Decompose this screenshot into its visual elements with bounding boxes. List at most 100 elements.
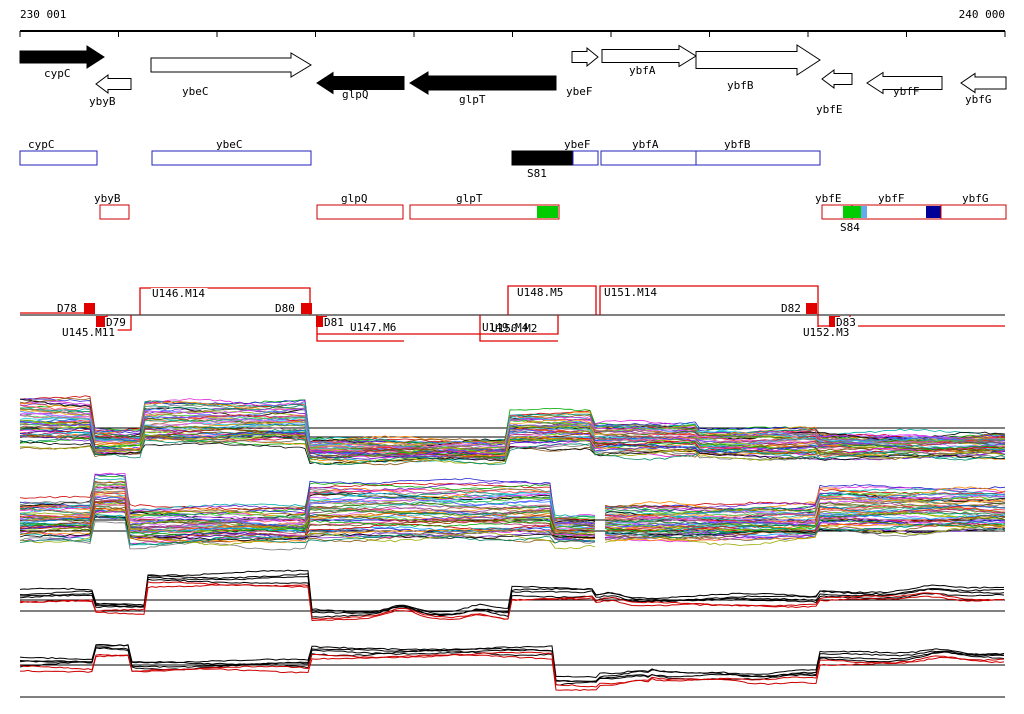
transcript-label-ybfF: ybfF: [878, 192, 905, 205]
condition-line: [19, 651, 1005, 688]
transcript-box-ybfA: [600, 150, 697, 166]
segment-label-D78: D78: [57, 302, 77, 315]
transcript-sublabel-S84: S84: [840, 221, 860, 234]
transcript-segment: [926, 206, 941, 218]
segment-label-D83: D83: [836, 316, 856, 329]
segment-label-bg: [151, 288, 208, 299]
gene-arrow-ybfB: [695, 44, 821, 76]
shift-marker-D80: [301, 303, 312, 314]
expression-profiles-band-2: [19, 472, 1006, 551]
condition-profiles-band-1: [19, 569, 1005, 622]
segment-label-bg: [835, 317, 859, 328]
transcript-box-glpQ: [316, 204, 404, 220]
shift-marker-D79: [96, 316, 107, 327]
region-start-label: 230 001: [20, 8, 66, 21]
segment-label-bg: [802, 327, 852, 338]
transcript-label-ybfB: ybfB: [724, 138, 751, 151]
gene-label-glpT: glpT: [459, 93, 486, 106]
transcript-segment: [861, 206, 867, 218]
condition-line: [19, 584, 1005, 622]
profile-line: [19, 414, 1006, 448]
transcript-label-ybeC: ybeC: [216, 138, 243, 151]
shift-marker-D81: [316, 316, 327, 327]
segment-path: [139, 287, 311, 315]
transcript-box-ybeF: [572, 150, 599, 166]
gene-arrow-ybfF: [866, 71, 943, 95]
gene-label-ybyB: ybyB: [89, 95, 116, 108]
condition-line: [19, 575, 1005, 617]
transcript-box-cypC: [19, 150, 98, 166]
condition-line: [19, 573, 1005, 616]
transcript-label-ybyB: ybyB: [94, 192, 121, 205]
segment-path: [316, 334, 404, 342]
condition-profile-tracks: [19, 569, 1005, 698]
condition-line: [19, 646, 1005, 683]
gene-label-ybfF: ybfF: [893, 85, 920, 98]
profile-line: [19, 514, 1006, 546]
transcript-box-ybyB: [99, 204, 130, 220]
gene-arrow-cypC: [19, 45, 105, 69]
profile-line: [19, 481, 1006, 527]
profile-line: [19, 440, 1006, 465]
segment-label-U152.M3: U152.M3: [803, 326, 849, 339]
gene-arrow-ybfA: [601, 44, 697, 68]
segment-label-U148.M5: U148.M5: [517, 286, 563, 299]
segment-label-U150.M2: U150.M2: [491, 322, 537, 335]
profile-line: [19, 417, 1006, 457]
gene-arrow-ybfE: [821, 69, 853, 89]
transcript-label-glpQ: glpQ: [341, 192, 368, 205]
segment-label-bg: [105, 317, 129, 328]
profile-line: [19, 417, 1006, 455]
gene-label-ybeF: ybeF: [566, 85, 593, 98]
profile-line: [20, 432, 1006, 465]
transcript-box-glpT: [409, 204, 560, 220]
transcript-box-ybfB: [695, 150, 821, 166]
transcript-box-ybeC: [151, 150, 312, 166]
segment-label-U151.M14: U151.M14: [604, 286, 657, 299]
condition-line: [19, 644, 1005, 683]
segment-label-D80: D80: [275, 302, 295, 315]
segment-label-D79: D79: [106, 316, 126, 329]
expression-profile-tracks: [19, 395, 1006, 551]
transcript-label-glpT: glpT: [456, 192, 483, 205]
segment-path: [599, 285, 819, 315]
gene-arrow-ybyB: [95, 74, 132, 94]
profile-line: [19, 501, 1006, 535]
gene-label-cypC: cypC: [44, 67, 71, 80]
profile-line: [19, 415, 1006, 451]
transcript-label-ybeF: ybeF: [564, 138, 591, 151]
transcript-segment: [843, 206, 861, 218]
transcript-segment: [537, 206, 558, 218]
profile-line: [19, 404, 1006, 450]
condition-profiles-band-2: [19, 643, 1005, 698]
gene-label-ybfA: ybfA: [629, 64, 656, 77]
segment-label-D82: D82: [781, 302, 801, 315]
gene-arrow-ybfG: [960, 72, 1007, 94]
profile-line: [19, 423, 1006, 454]
gene-label-ybfE: ybfE: [816, 103, 843, 116]
gene-arrow-glpQ: [316, 71, 405, 95]
segment-label-bg: [516, 287, 566, 298]
profile-line: [19, 513, 1006, 546]
segment-path: [507, 285, 597, 315]
condition-line: [19, 578, 1005, 618]
transcript-track: cypC ybeC S81 ybeF ybfA ybfB ybyB glpQ glpT ybfE y…: [19, 138, 1007, 234]
gene-track: cypC ybyB ybeC glpQ glpT ybeF ybfA ybfB ybfE ybfF…: [19, 44, 1007, 116]
segment-label-U147.M6: U147.M6: [350, 321, 396, 334]
transcript-box-S81: [511, 150, 574, 166]
shift-marker-D78: [84, 303, 95, 314]
shift-marker-D83: [829, 316, 840, 327]
transcript-label-ybfA: ybfA: [632, 138, 659, 151]
segment-label-bg: [323, 317, 347, 328]
shift-marker-D82: [806, 303, 817, 314]
gene-label-ybeC: ybeC: [182, 85, 209, 98]
profile-line: [19, 420, 1006, 458]
segment-label-U146.M14: U146.M14: [152, 287, 205, 300]
profile-line: [19, 509, 1006, 550]
gene-arrow-glpT: [409, 71, 557, 95]
ruler-track: [19, 30, 1006, 37]
transcript-box-ybfG: [940, 204, 1007, 220]
